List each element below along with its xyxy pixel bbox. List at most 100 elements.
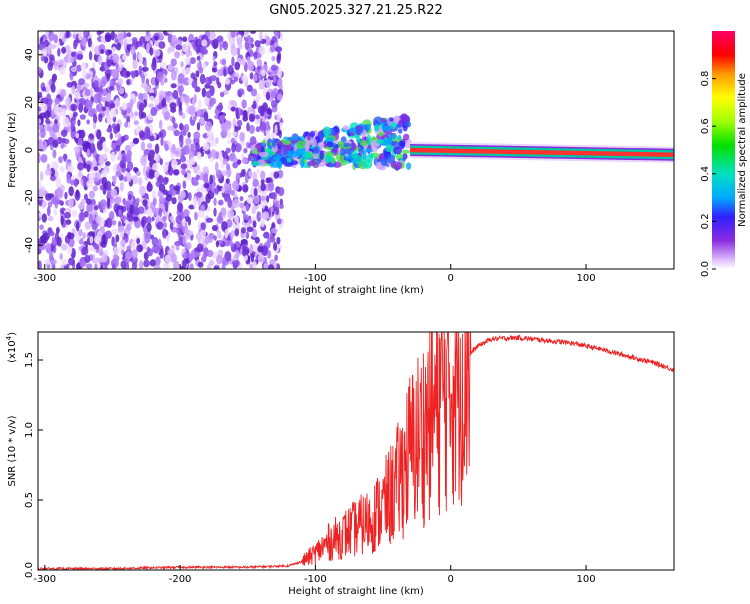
spectrogram-transition-blob bbox=[400, 149, 411, 154]
spectrogram-noise-blob bbox=[167, 47, 172, 54]
spectrogram-noise-blob bbox=[71, 85, 76, 95]
spectrogram-noise-blob bbox=[206, 249, 214, 258]
spectrogram-noise-blob bbox=[102, 141, 107, 150]
spectrogram-noise-blob bbox=[178, 87, 183, 98]
spectrogram-noise-blob bbox=[158, 183, 166, 193]
spectrogram-noise-blob bbox=[61, 258, 68, 266]
spectrogram-noise-blob bbox=[123, 39, 127, 50]
snr-y-tick-label: 1.5 bbox=[24, 352, 35, 368]
spectrogram-noise-blob bbox=[225, 147, 231, 154]
spectrogram-noise-blob bbox=[236, 47, 241, 56]
spectrogram-noise-blob bbox=[148, 103, 154, 109]
spectrogram-noise-blob bbox=[80, 62, 87, 72]
spectrogram-noise-blob bbox=[252, 228, 258, 238]
spectrogram-noise-blob bbox=[104, 230, 112, 239]
spectrogram-noise-blob bbox=[109, 210, 115, 221]
spectrogram-transition-blob bbox=[373, 116, 383, 126]
spectrogram-noise-blob bbox=[261, 245, 269, 257]
spectrogram-noise-blob bbox=[259, 31, 263, 42]
spectrogram-noise-blob bbox=[220, 66, 224, 77]
spectrogram-noise-blob bbox=[259, 74, 264, 81]
spectrogram-transition-blob bbox=[378, 131, 384, 137]
spectrogram-noise-blob bbox=[99, 84, 103, 94]
spectrogram-noise-blob bbox=[196, 151, 202, 160]
spectrogram-noise-blob bbox=[252, 220, 257, 228]
spectrogram-noise-blob bbox=[218, 151, 223, 162]
spectrogram-noise-blob bbox=[80, 129, 85, 139]
spectrogram-noise-blob bbox=[148, 95, 155, 102]
spectrogram-noise-blob bbox=[249, 72, 254, 80]
spectrogram-noise-blob bbox=[209, 156, 214, 162]
spectrogram-noise-blob bbox=[83, 31, 89, 37]
spectrogram-noise-blob bbox=[274, 46, 283, 53]
spectrogram-noise-blob bbox=[147, 142, 153, 150]
spectrogram-transition-blob bbox=[397, 123, 402, 129]
spectrogram-transition-blob bbox=[310, 130, 316, 137]
spectrogram-noise-blob bbox=[42, 35, 48, 41]
spectrogram-noise-blob bbox=[126, 161, 134, 171]
spectrogram-noise-blob bbox=[52, 123, 60, 133]
spectrogram-noise-blob bbox=[58, 156, 63, 164]
spectrogram-noise-blob bbox=[243, 246, 250, 256]
spectrogram-noise-blob bbox=[96, 171, 102, 180]
spectrogram-noise-blob bbox=[112, 177, 117, 185]
spectrogram-noise-blob bbox=[215, 161, 219, 173]
spectrogram-noise-blob bbox=[158, 119, 163, 130]
spectrogram-transition-blob bbox=[322, 126, 332, 137]
snr-multiplier-exponent: 4 bbox=[5, 335, 13, 340]
spectrogram-noise-blob bbox=[253, 194, 260, 205]
spectrogram-noise-blob bbox=[222, 158, 229, 165]
spectrogram-noise-blob bbox=[252, 100, 257, 109]
spectrogram-noise-blob bbox=[229, 241, 234, 248]
spectrogram-noise-blob bbox=[196, 243, 204, 252]
spectrogram-transition-blob bbox=[405, 162, 412, 170]
spectrogram-noise-blob bbox=[120, 260, 127, 269]
spectrogram-noise-blob bbox=[91, 220, 99, 231]
spectrogram-noise-blob bbox=[59, 65, 66, 76]
spectrogram-transition-blob bbox=[319, 133, 325, 139]
spectrogram-transition-blob bbox=[337, 140, 345, 149]
spectrogram-noise-blob bbox=[260, 170, 266, 180]
spectrogram-noise-blob bbox=[279, 198, 284, 205]
spectrogram-noise-blob bbox=[217, 230, 222, 239]
spectrogram-noise-blob bbox=[223, 67, 227, 77]
spectrogram-noise-blob bbox=[95, 215, 102, 224]
spectrogram-noise-blob bbox=[106, 127, 113, 133]
spectrogram-noise-blob bbox=[116, 84, 121, 92]
spectrogram-noise-blob bbox=[231, 260, 240, 266]
spectrogram-transition-blob bbox=[400, 113, 408, 123]
spectrogram-noise-blob bbox=[265, 120, 270, 131]
spectrogram-noise-blob bbox=[170, 253, 177, 263]
spectrogram-noise-blob bbox=[257, 245, 264, 253]
spectrogram-noise-blob bbox=[195, 142, 200, 152]
spectrogram-noise-blob bbox=[257, 254, 264, 263]
spectrogram-noise-blob bbox=[58, 31, 65, 40]
spectrogram-noise-blob bbox=[146, 222, 152, 232]
spectrogram-noise-blob bbox=[225, 178, 230, 184]
spectrogram-noise-blob bbox=[113, 126, 118, 134]
spectrogram-noise-blob bbox=[42, 43, 46, 49]
spectrogram-noise-blob bbox=[141, 216, 148, 225]
spectrogram-noise-blob bbox=[252, 261, 257, 269]
spectrogram-transition-blob bbox=[349, 142, 357, 151]
snr-x-axis-label: Height of straight line (km) bbox=[288, 586, 424, 597]
spectrogram-noise-blob bbox=[60, 215, 64, 226]
spectrogram-transition-blob bbox=[271, 137, 276, 148]
spectrogram-noise-blob bbox=[219, 43, 223, 51]
spectrogram-noise-blob bbox=[81, 36, 86, 48]
spectrogram-noise-blob bbox=[213, 207, 217, 217]
spectrogram-noise-blob bbox=[75, 189, 80, 199]
spectrogram-noise-blob bbox=[53, 33, 58, 44]
spectrogram-noise-blob bbox=[77, 137, 83, 146]
spectrogram-noise-blob bbox=[70, 66, 77, 73]
spectrogram-transition-blob bbox=[399, 140, 406, 148]
spectrogram-noise-blob bbox=[107, 49, 113, 55]
spectrogram-noise-blob bbox=[114, 196, 122, 205]
spectrogram-noise-blob bbox=[225, 195, 231, 202]
spectrogram-noise-blob bbox=[113, 33, 118, 39]
spectrogram-noise-blob bbox=[86, 119, 90, 125]
spectrogram-noise-blob bbox=[188, 191, 192, 201]
spectrogram-noise-blob bbox=[182, 252, 189, 259]
spectrogram-noise-blob bbox=[200, 204, 206, 212]
spectrogram-noise-blob bbox=[101, 253, 108, 263]
